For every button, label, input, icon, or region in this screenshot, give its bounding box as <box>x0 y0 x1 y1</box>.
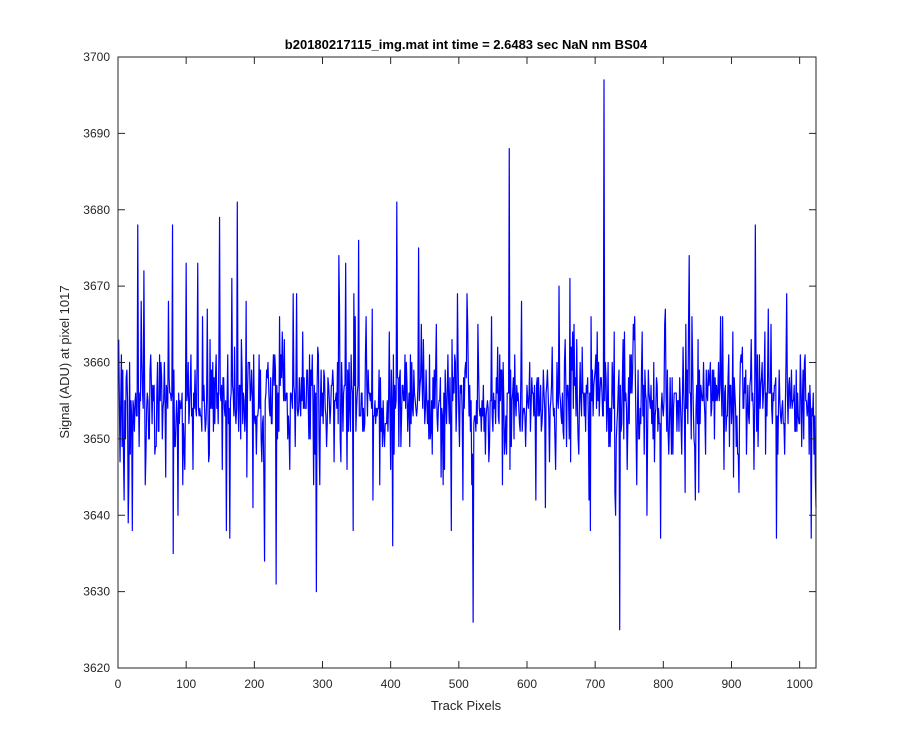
x-tick-label: 200 <box>244 677 264 691</box>
y-tick-label: 3670 <box>83 279 110 293</box>
x-tick-label: 700 <box>585 677 605 691</box>
y-tick-label: 3650 <box>83 432 110 446</box>
x-tick-label: 0 <box>115 677 122 691</box>
y-tick-label: 3640 <box>83 508 110 522</box>
y-tick-label: 3630 <box>83 585 110 599</box>
x-axis: 0 100 200 300 400 500 600 700 800 900 1000 <box>115 57 813 691</box>
y-tick-label: 3660 <box>83 356 110 370</box>
y-tick-label: 3700 <box>83 50 110 64</box>
series-layer <box>118 79 817 631</box>
x-tick-label: 500 <box>449 677 469 691</box>
x-tick-label: 300 <box>312 677 332 691</box>
y-axis: 3620 3630 3640 3650 3660 3670 3680 3690 3700 <box>83 50 816 675</box>
x-tick-label: 800 <box>653 677 673 691</box>
chart-title: b20180217115_img.mat int time = 2.6483 s… <box>285 37 648 52</box>
x-tick-label: 600 <box>517 677 537 691</box>
x-tick-label: 1000 <box>786 677 813 691</box>
plot-area <box>117 56 817 669</box>
y-tick-label: 3690 <box>83 126 110 140</box>
y-tick-label: 3620 <box>83 661 110 675</box>
x-axis-label: Track Pixels <box>431 698 502 713</box>
x-tick-label: 400 <box>381 677 401 691</box>
y-tick-label: 3680 <box>83 203 110 217</box>
y-axis-label: Signal (ADU) at pixel 1017 <box>57 285 72 438</box>
x-tick-label: 900 <box>721 677 741 691</box>
signal-series-line <box>118 79 817 631</box>
x-tick-label: 100 <box>176 677 196 691</box>
